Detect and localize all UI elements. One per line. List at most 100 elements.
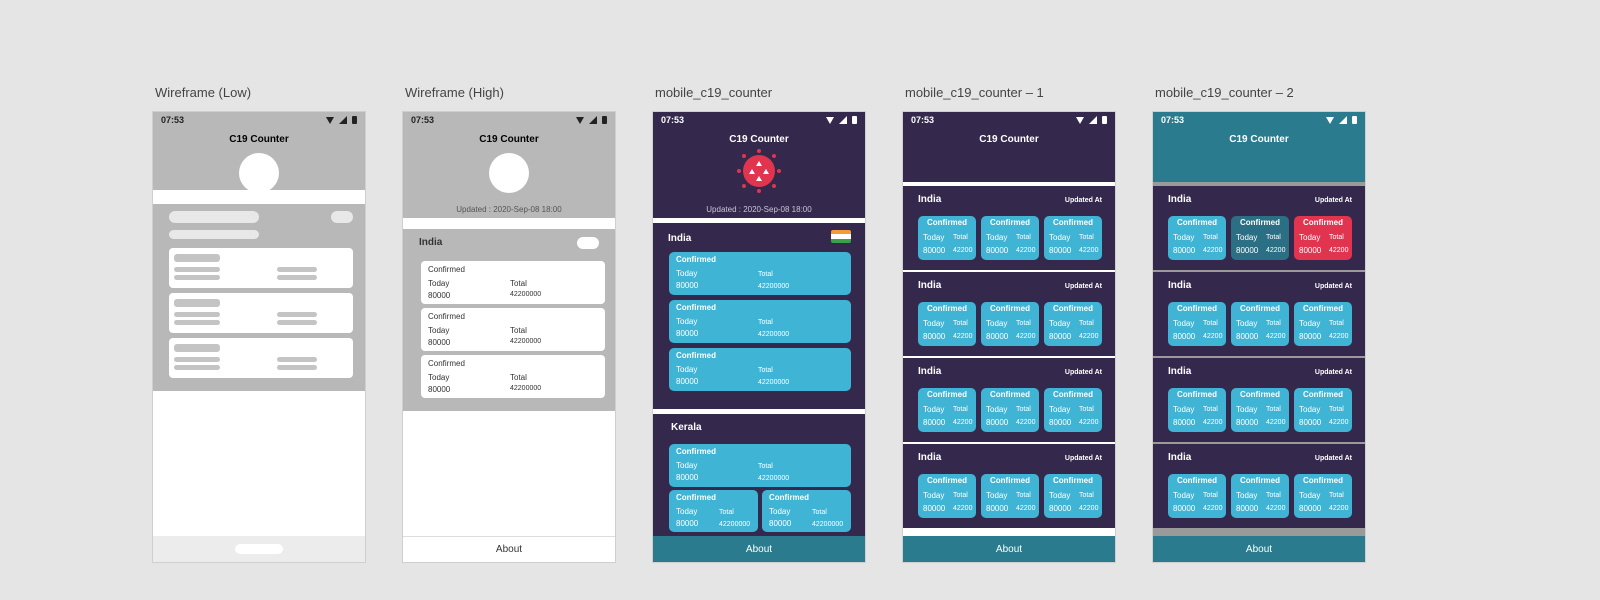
card-title: Confirmed xyxy=(676,493,716,502)
today-label: Today xyxy=(1236,405,1258,414)
stat-card[interactable]: Confirmed Today Total 80000 42200 xyxy=(981,216,1039,260)
stat-card[interactable]: Confirmed Today Total 80000 42200 xyxy=(1168,388,1226,432)
today-value: 80000 xyxy=(923,246,946,255)
subtitle-placeholder xyxy=(169,230,259,239)
header: 07:53 C19 Counter xyxy=(903,112,1115,182)
today-value: 80000 xyxy=(1173,246,1196,255)
stat-card[interactable]: Confirmed Today Total 80000 42200 xyxy=(1044,474,1102,518)
total-label: Total xyxy=(1203,492,1218,499)
stat-card[interactable]: Confirmed Today Total 80000 42200 xyxy=(1044,216,1102,260)
about-button[interactable]: About xyxy=(403,536,615,562)
total-value: 42200 xyxy=(1016,247,1036,254)
today-label: Today xyxy=(1173,319,1195,328)
stat-card[interactable]: Confirmed Today Total 80000 42200 xyxy=(981,388,1039,432)
stat-card[interactable]: Confirmed Today Total 80000 42200 xyxy=(1294,474,1352,518)
today-value: 80000 xyxy=(676,519,699,528)
total-label: Total xyxy=(510,373,527,382)
stat-card[interactable]: Confirmed Today Total 80000 42200 xyxy=(1168,302,1226,346)
stat-card[interactable]: Confirmed Today Total 80000 42200 xyxy=(1044,302,1102,346)
header: 07:53 C19 Counter Updated : 2020-Sep-08 … xyxy=(653,112,865,218)
stat-card[interactable]: Confirmed Today Total 80000 42200 xyxy=(981,302,1039,346)
stat-card[interactable]: Confirmed Today Total 80000 42200 xyxy=(918,302,976,346)
stat-card[interactable]: Confirmed Today Total 80000 42200000 xyxy=(669,300,851,343)
about-button[interactable]: About xyxy=(1153,536,1365,562)
stat-card[interactable]: Confirmed Today Total 80000 42200000 xyxy=(421,308,605,351)
stat-card[interactable]: Confirmed Today Total 80000 42200000 xyxy=(669,348,851,391)
region-name: India xyxy=(918,366,942,377)
today-label: Today xyxy=(428,326,450,335)
region-section: India Updated At Confirmed Today Total 80000 4… xyxy=(903,272,1115,356)
today-label: Today xyxy=(676,269,698,278)
wifi-icon xyxy=(826,116,834,124)
stat-card[interactable]: Confirmed Today Total 80000 42200000 xyxy=(421,261,605,304)
today-label: Today xyxy=(1173,233,1195,242)
status-time: 07:53 xyxy=(911,115,935,125)
today-value: 80000 xyxy=(986,418,1009,427)
total-value: 42200 xyxy=(1329,505,1349,512)
signal-icon xyxy=(1089,116,1097,124)
region-section-kerala: Kerala Confirmed Today Total 80000 42200… xyxy=(653,414,865,538)
today-value: 80000 xyxy=(1173,504,1196,513)
line-placeholder xyxy=(174,344,220,352)
total-label: Total xyxy=(1329,234,1344,241)
today-value: 80000 xyxy=(1299,504,1322,513)
stat-card[interactable]: Confirmed Today Total 80000 42200 xyxy=(1294,216,1352,260)
stat-card[interactable]: Confirmed Today Total 80000 42200 xyxy=(1231,388,1289,432)
stat-card[interactable]: Confirmed Today Total 80000 42200 xyxy=(918,216,976,260)
about-placeholder[interactable] xyxy=(235,544,283,554)
stat-card[interactable]: Confirmed Today Total 80000 42200 xyxy=(981,474,1039,518)
card-title: Confirmed xyxy=(1303,476,1343,485)
total-label: Total xyxy=(1079,234,1094,241)
stat-card[interactable]: Confirmed Today Total 80000 42200 xyxy=(1294,302,1352,346)
about-button[interactable]: About xyxy=(903,536,1115,562)
updated-at-label: Updated At xyxy=(1064,369,1102,376)
today-value: 80000 xyxy=(428,291,451,300)
flag-placeholder[interactable] xyxy=(577,237,599,249)
bottom-nav xyxy=(153,536,365,562)
today-label: Today xyxy=(986,405,1008,414)
stat-card[interactable]: Confirmed Today Total 80000 42200 xyxy=(1294,388,1352,432)
today-label: Today xyxy=(1299,233,1321,242)
toggle-placeholder[interactable] xyxy=(331,211,353,223)
app-title: C19 Counter xyxy=(1229,134,1289,145)
total-label: Total xyxy=(510,279,527,288)
stat-card[interactable]: Confirmed Today Total 80000 42200 xyxy=(1168,216,1226,260)
today-label: Today xyxy=(1236,319,1258,328)
card-title: Confirmed xyxy=(927,304,967,313)
stat-card[interactable]: Confirmed Today Total 80000 42200000 xyxy=(762,490,851,532)
region-name: India xyxy=(1168,280,1192,291)
updated-at-label: Updated At xyxy=(1064,283,1102,290)
today-label: Today xyxy=(676,317,698,326)
stat-card[interactable]: Confirmed Today Total 80000 42200 xyxy=(918,388,976,432)
stat-card[interactable]: Confirmed Today Total 80000 42200 xyxy=(1168,474,1226,518)
line-placeholder xyxy=(174,275,220,280)
line-placeholder xyxy=(277,320,317,325)
today-value: 80000 xyxy=(1049,332,1072,341)
region-section-india: India Confirmed Today Total 80000 422000… xyxy=(653,223,865,409)
total-value: 42200 xyxy=(1203,505,1223,512)
region-name: India xyxy=(918,452,942,463)
total-value: 42200 xyxy=(1329,419,1349,426)
stat-card[interactable]: Confirmed Today Total 80000 42200 xyxy=(1231,216,1289,260)
stat-card[interactable]: Confirmed Today Total 80000 42200 xyxy=(1231,474,1289,518)
card-title: Confirmed xyxy=(927,476,967,485)
today-value: 80000 xyxy=(1299,418,1322,427)
total-value: 42200000 xyxy=(812,521,844,528)
today-label: Today xyxy=(923,233,945,242)
today-value: 80000 xyxy=(1236,504,1259,513)
updated-text: Updated : 2020-Sep-08 18:00 xyxy=(706,205,812,214)
virus-icon xyxy=(737,149,781,193)
stat-card[interactable]: Confirmed Today Total 80000 42200000 xyxy=(669,444,851,487)
stat-card[interactable]: Confirmed Today Total 80000 42200000 xyxy=(669,490,758,532)
stat-card[interactable]: Confirmed Today Total 80000 42200 xyxy=(1044,388,1102,432)
stat-card[interactable]: Confirmed Today Total 80000 42200 xyxy=(918,474,976,518)
about-button[interactable]: About xyxy=(653,536,865,562)
total-value: 42200000 xyxy=(758,331,790,338)
card-title: Confirmed xyxy=(676,255,716,264)
today-value: 80000 xyxy=(986,504,1009,513)
card-title: Confirmed xyxy=(1053,390,1093,399)
stat-card[interactable]: Confirmed Today Total 80000 42200000 xyxy=(421,355,605,398)
stat-card[interactable]: Confirmed Today Total 80000 42200000 xyxy=(669,252,851,295)
stat-card[interactable]: Confirmed Today Total 80000 42200 xyxy=(1231,302,1289,346)
line-placeholder xyxy=(174,267,220,272)
